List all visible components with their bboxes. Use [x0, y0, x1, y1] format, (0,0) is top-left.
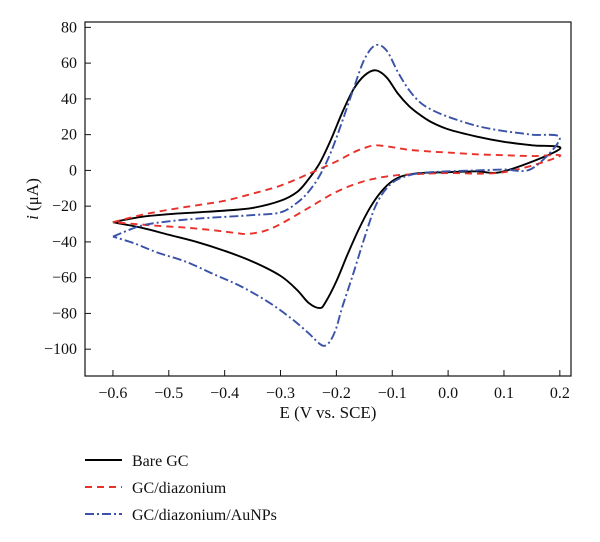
series-line-bare-gc: [112, 69, 562, 310]
legend-label-bare-gc: Bare GC: [132, 453, 188, 470]
y-tick-label: 60: [61, 55, 77, 72]
plot-frame: [84, 21, 572, 377]
y-tick-label: −100: [44, 341, 77, 358]
x-tick-label: −0.6: [98, 385, 127, 402]
y-tick-label: −20: [52, 198, 77, 215]
series-line-gc-diazonium: [112, 144, 562, 235]
legend-label-gc-diazonium-aunps: GC/diazonium/AuNPs: [132, 507, 277, 524]
x-tick-label: −0.1: [378, 385, 407, 402]
series-group: [112, 43, 562, 347]
y-tick-label: −60: [52, 270, 77, 287]
x-tick-label: −0.2: [322, 385, 351, 402]
legend: Bare GC GC/diazonium GC/diazonium/AuNPs: [85, 453, 277, 524]
x-tick-label: −0.5: [154, 385, 183, 402]
y-tick-label: 0: [69, 162, 77, 179]
x-tick-label: −0.3: [266, 385, 295, 402]
y-axis-label-symbol: i: [23, 215, 42, 220]
series-line-gc-diazonium-aunps: [112, 43, 561, 347]
x-tick-label: 0.2: [550, 385, 570, 402]
legend-entry-bare-gc: Bare GC: [85, 453, 188, 470]
y-tick-label: 80: [61, 19, 77, 36]
legend-entry-gc-diazonium: GC/diazonium: [85, 480, 227, 497]
y-tick-label: 40: [61, 91, 77, 108]
legend-label-gc-diazonium: GC/diazonium: [132, 480, 227, 497]
x-tick-label: 0.0: [438, 385, 458, 402]
axis-ticks: −0.6 −0.5 −0.4 −0.3 −0.2 −0.1 0.0 0.1 0.2 80 60 40 2…: [44, 19, 570, 402]
x-tick-label: −0.4: [210, 385, 239, 402]
y-axis-label: i (μA): [23, 178, 42, 220]
x-tick-label: 0.1: [494, 385, 514, 402]
y-tick-label: −80: [52, 305, 77, 322]
legend-entry-gc-diazonium-aunps: GC/diazonium/AuNPs: [85, 507, 277, 524]
y-tick-label: −40: [52, 234, 77, 251]
x-axis-label: E (V vs. SCE): [280, 403, 377, 422]
y-tick-label: 20: [61, 127, 77, 144]
y-axis-label-unit: (μA): [23, 178, 42, 215]
